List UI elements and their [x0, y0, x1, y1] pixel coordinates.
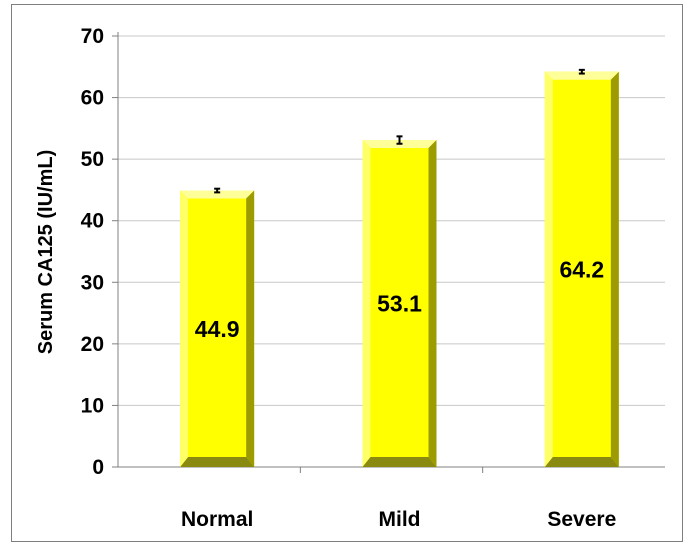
y-tick-label: 50 — [81, 148, 104, 171]
data-label: 53.1 — [377, 291, 422, 317]
x-category-label: Severe — [547, 508, 616, 531]
bar-right-bevel — [610, 71, 619, 467]
bar-right-bevel — [246, 190, 255, 467]
y-tick-label: 30 — [81, 271, 104, 294]
bar-left-bevel — [362, 140, 371, 467]
bar-severe — [544, 68, 619, 467]
bar-base-bevel — [180, 457, 255, 467]
bar-base-bevel — [544, 457, 619, 467]
bar-right-bevel — [428, 140, 437, 467]
bar-face — [544, 71, 619, 467]
bar-base-bevel — [362, 457, 437, 467]
bar-top-bevel — [544, 71, 619, 80]
y-tick-label: 70 — [81, 25, 104, 48]
bar-face — [362, 140, 437, 467]
bar-mild — [362, 135, 437, 467]
x-category-label: Normal — [181, 508, 253, 531]
labels: 0 10 20 30 40 50 60 70 44.9 Normal 53.1 Mild 64.2 Sev… — [81, 25, 617, 531]
y-tick-label: 60 — [81, 87, 104, 110]
data-label: 64.2 — [559, 256, 604, 282]
bar-top-bevel — [180, 190, 255, 199]
bars — [180, 68, 619, 467]
y-tick-label: 20 — [81, 333, 104, 356]
bar-left-bevel — [544, 71, 553, 467]
y-tick-label: 0 — [92, 456, 104, 479]
bar-left-bevel — [180, 190, 189, 467]
y-axis-title: Serum CA125 (IU/mL) — [35, 150, 57, 355]
data-label: 44.9 — [195, 316, 240, 342]
bar-face — [180, 190, 255, 467]
y-tick-label: 40 — [81, 210, 104, 233]
x-category-label: Mild — [379, 508, 421, 531]
bar-normal — [180, 187, 255, 467]
y-tick-label: 10 — [81, 394, 104, 417]
